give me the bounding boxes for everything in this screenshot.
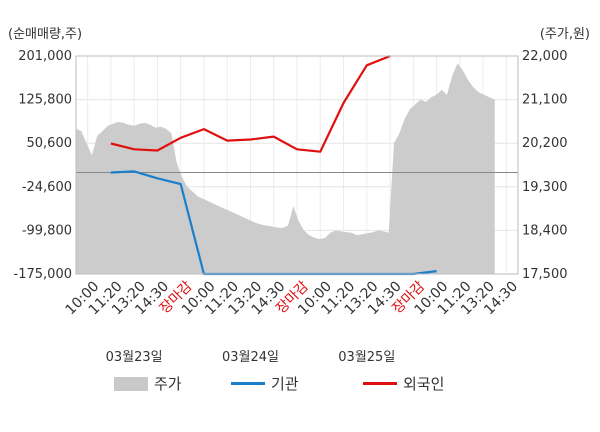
left-tick-label: 201,000 xyxy=(18,49,72,64)
left-tick-label: 50,600 xyxy=(27,136,73,151)
legend-institution-swatch xyxy=(231,382,265,385)
right-tick-label: 18,400 xyxy=(522,223,568,238)
legend-foreign-swatch xyxy=(363,382,397,385)
date-label: 03월24일 xyxy=(222,350,279,365)
left-tick-label: -24,600 xyxy=(22,180,72,195)
plot-frame xyxy=(75,55,519,275)
series-line-외국인 xyxy=(110,54,391,153)
right-tick-label: 22,000 xyxy=(522,49,568,64)
price-area xyxy=(76,63,495,274)
right-tick-label: 17,500 xyxy=(522,267,568,282)
right-tick-label: 20,200 xyxy=(522,136,568,151)
legend-institution-label: 기관 xyxy=(271,375,299,393)
left-tick-label: 125,800 xyxy=(18,93,72,108)
date-label: 03월23일 xyxy=(106,350,163,365)
left-tick-label: -175,000 xyxy=(14,267,72,282)
left-tick-label: -99,800 xyxy=(22,223,72,238)
legend-foreign-label: 외국인 xyxy=(403,375,444,393)
price-area-path xyxy=(76,63,495,274)
right-tick-label: 21,100 xyxy=(522,93,568,108)
date-label: 03월25일 xyxy=(338,350,395,365)
left-axis-title: (순매매량,주) xyxy=(8,27,82,42)
date-labels: 03월23일 03월24일 03월25일 xyxy=(106,350,396,365)
right-axis-ticks: 22,000 21,100 20,200 19,300 18,400 17,500 xyxy=(522,49,568,282)
plot-border xyxy=(75,55,519,275)
legend-price-label: 주가 xyxy=(154,375,182,393)
x-axis-ticks: 10:0011:2013:2014:30장마감10:0011:2013:2014… xyxy=(63,278,522,318)
legend: 주가 기관 외국인 xyxy=(114,375,444,393)
legend-price-swatch xyxy=(114,377,148,391)
right-axis-title: (주가,원) xyxy=(540,27,590,42)
right-tick-label: 19,300 xyxy=(522,180,568,195)
left-axis-ticks: 201,000 125,800 50,600 -24,600 -99,800 -175,0… xyxy=(14,49,72,282)
